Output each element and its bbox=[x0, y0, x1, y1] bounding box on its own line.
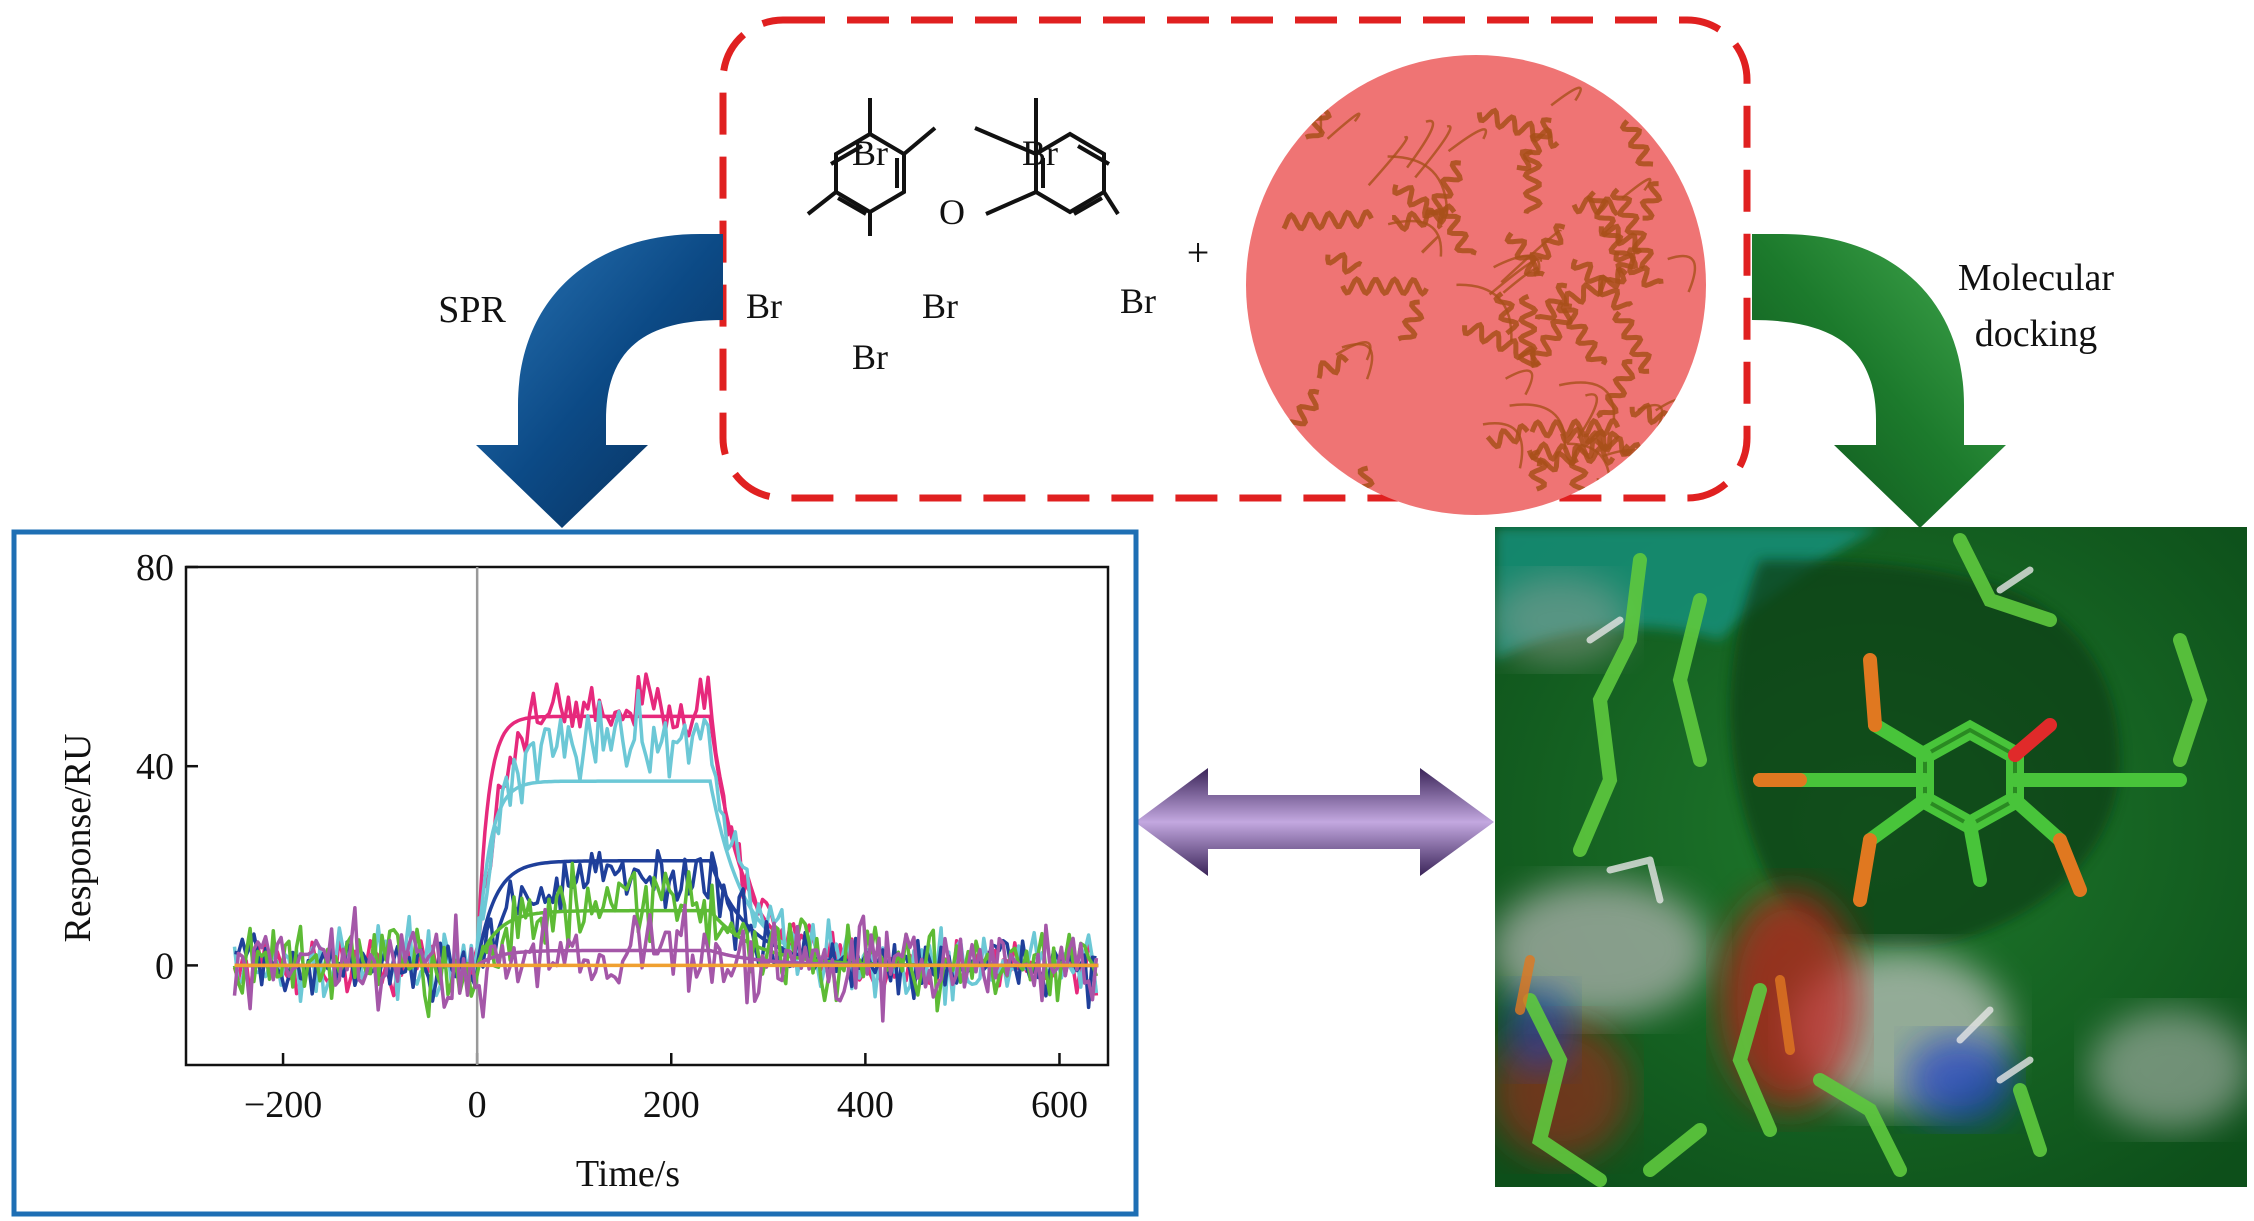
protein-loop bbox=[1387, 155, 1449, 216]
x-tick-label: 400 bbox=[837, 1084, 894, 1126]
protein-loop bbox=[1414, 125, 1452, 179]
protein-loop bbox=[1558, 381, 1616, 420]
protein-loop bbox=[1509, 403, 1567, 450]
bromine-label-5: Br bbox=[922, 286, 958, 326]
protein-loop bbox=[1326, 112, 1361, 140]
protein-loop bbox=[1387, 219, 1443, 257]
protein-loop bbox=[1456, 283, 1513, 342]
protein-loop bbox=[1653, 89, 1691, 113]
series-raw-line-5 bbox=[232, 903, 1099, 1023]
bde99-atom-labels: O Br Br Br Br Br Br bbox=[746, 133, 1156, 377]
protein-loop bbox=[1406, 119, 1435, 169]
oxygen-label: O bbox=[939, 192, 965, 232]
series-raw-line-4 bbox=[232, 861, 1099, 1019]
bromine-label-2: Br bbox=[746, 286, 782, 326]
y-axis-ticks: 0 40 80 bbox=[136, 547, 198, 987]
protein-helix bbox=[1613, 250, 1664, 289]
y-tick-label: 80 bbox=[136, 547, 174, 589]
docked-ligand bbox=[1753, 653, 2187, 907]
protein-helix bbox=[1536, 430, 1621, 473]
molecular-docking-arrow bbox=[1752, 234, 2006, 528]
y-tick-label: 40 bbox=[136, 746, 174, 788]
spr-label: SPR bbox=[438, 289, 506, 331]
x-axis-ticks: −200 0 200 400 600 bbox=[244, 1053, 1088, 1126]
protein-helix bbox=[1555, 301, 1608, 366]
protein-helix bbox=[1316, 353, 1349, 379]
protein-helix bbox=[1325, 252, 1363, 275]
protein-helix bbox=[1526, 441, 1616, 466]
protein-helix bbox=[1529, 417, 1621, 439]
protein-helix bbox=[1639, 181, 1663, 221]
protein-loop bbox=[1667, 254, 1697, 293]
protein-loop bbox=[1621, 177, 1652, 200]
docking-label-line1: Molecular bbox=[1958, 257, 2115, 299]
protein-loop bbox=[1367, 135, 1409, 187]
bromine-label-3: Br bbox=[852, 337, 888, 377]
protein-loop bbox=[1482, 422, 1524, 469]
protein-loop bbox=[1335, 341, 1372, 361]
series-group bbox=[232, 567, 1099, 1065]
protein-hsa-circle bbox=[1246, 55, 1706, 515]
protein-loop bbox=[1493, 254, 1541, 276]
protein-helix bbox=[1612, 310, 1652, 374]
protein-helix bbox=[1485, 422, 1530, 450]
docking-pose-image bbox=[1495, 527, 2247, 1187]
protein-helix bbox=[1534, 282, 1568, 321]
protein-helix bbox=[1476, 107, 1560, 150]
protein-loop bbox=[1447, 128, 1488, 153]
docking-label-line2: docking bbox=[1975, 313, 2097, 355]
spr-sensorgram: −200 0 200 400 600 0 40 80 Time/s Response/RU bbox=[57, 547, 1110, 1195]
bde99-structure bbox=[806, 98, 1120, 236]
protein-helix bbox=[1462, 321, 1542, 368]
protein-loop bbox=[1576, 393, 1599, 439]
x-axis-label: Time/s bbox=[576, 1153, 680, 1195]
x-tick-label: −200 bbox=[244, 1084, 322, 1126]
plus-sign: + bbox=[1187, 230, 1210, 275]
x-tick-label: 0 bbox=[468, 1084, 487, 1126]
bromine-label-6: Br bbox=[1120, 281, 1156, 321]
plot-area-border bbox=[184, 565, 1110, 1067]
spr-arrow bbox=[476, 234, 723, 528]
x-tick-label: 600 bbox=[1031, 1084, 1088, 1126]
protein-loop bbox=[1421, 236, 1439, 254]
protein-loop bbox=[1500, 229, 1562, 284]
bromine-label-1: Br bbox=[852, 133, 888, 173]
series-raw-line-2 bbox=[232, 688, 1099, 1006]
protein-helix bbox=[1425, 160, 1463, 216]
protein-helix bbox=[1340, 276, 1429, 297]
bromine-label-4: Br bbox=[1022, 133, 1058, 173]
protein-loop bbox=[1502, 267, 1540, 294]
protein-helix bbox=[1281, 208, 1374, 232]
x-tick-label: 200 bbox=[643, 1084, 700, 1126]
protein-loop bbox=[1505, 369, 1534, 396]
protein-helix bbox=[1619, 119, 1654, 167]
protein-helix bbox=[1438, 206, 1477, 256]
protein-helix bbox=[1529, 303, 1573, 367]
protein-helix bbox=[1609, 187, 1654, 270]
double-headed-arrow bbox=[1135, 768, 1494, 876]
protein-helix bbox=[1397, 299, 1425, 342]
y-tick-label: 0 bbox=[155, 945, 174, 987]
protein-loop bbox=[1488, 257, 1543, 296]
protein-helix bbox=[1493, 291, 1520, 336]
protein-helix bbox=[1522, 149, 1543, 214]
protein-helix bbox=[1571, 194, 1619, 217]
y-axis-label: Response/RU bbox=[57, 734, 99, 943]
protein-loop bbox=[1550, 86, 1582, 107]
protein-helix bbox=[1570, 258, 1634, 311]
